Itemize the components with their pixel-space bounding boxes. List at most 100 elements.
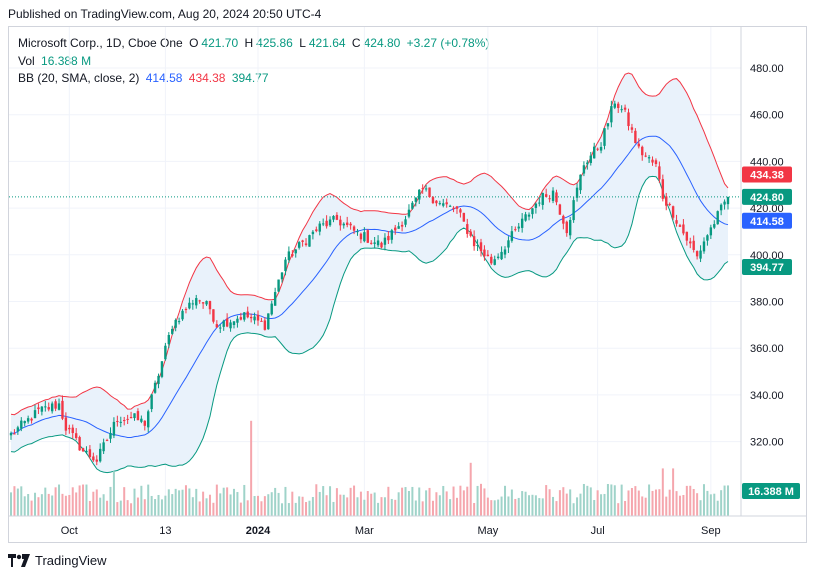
candle-body bbox=[713, 224, 716, 228]
candle-body bbox=[421, 188, 424, 190]
candle-body bbox=[30, 418, 33, 421]
upper-price-tag-label: 434.38 bbox=[750, 170, 784, 182]
volume-bar bbox=[178, 490, 181, 516]
volume-bar bbox=[473, 502, 476, 516]
close-label: C bbox=[351, 36, 361, 50]
candle-body bbox=[380, 242, 383, 248]
volume-bar bbox=[404, 487, 407, 516]
volume-label[interactable]: Vol bbox=[18, 54, 35, 68]
candle-body bbox=[191, 303, 195, 305]
volume-bar bbox=[486, 497, 489, 516]
time-axis: Oct 13 2024 Mar May Jul Sep bbox=[61, 525, 721, 537]
volume-bar bbox=[390, 498, 393, 516]
close-value: 424.80 bbox=[363, 36, 401, 50]
candle-body bbox=[716, 211, 719, 225]
volume-bar bbox=[589, 487, 592, 516]
volume-bar bbox=[658, 489, 661, 516]
volume-bar bbox=[195, 488, 198, 516]
candle-body bbox=[496, 256, 500, 258]
volume-bar bbox=[394, 499, 397, 516]
volume-bar bbox=[668, 489, 671, 516]
candle-body bbox=[452, 207, 455, 210]
candle-body bbox=[236, 318, 239, 323]
candle-body bbox=[16, 427, 20, 432]
candle-body bbox=[256, 314, 260, 321]
candle-body bbox=[33, 410, 37, 419]
candle-body bbox=[287, 251, 291, 261]
volume-bar bbox=[449, 499, 452, 516]
candle-body bbox=[527, 214, 531, 217]
candle-body bbox=[476, 245, 479, 247]
volume-bar bbox=[40, 494, 43, 516]
candle-body bbox=[308, 235, 311, 247]
volume-bar bbox=[232, 488, 235, 516]
volume-bar bbox=[82, 484, 85, 516]
candle-body bbox=[129, 417, 133, 419]
candle-body bbox=[555, 192, 558, 203]
volume-bar bbox=[208, 494, 211, 516]
candle-body bbox=[243, 312, 246, 320]
volume-bar bbox=[689, 485, 692, 516]
volume-bar bbox=[75, 492, 78, 516]
low-value: 421.64 bbox=[308, 36, 346, 50]
open-label: O bbox=[189, 36, 199, 50]
tradingview-brand[interactable]: TradingView bbox=[8, 553, 107, 568]
volume-bar bbox=[442, 485, 445, 516]
candle-body bbox=[297, 242, 301, 248]
volume-bar bbox=[20, 486, 23, 516]
candle-body bbox=[442, 203, 445, 206]
candle-body bbox=[78, 437, 81, 451]
close-price-tag-label: 424.80 bbox=[750, 192, 784, 204]
volume-bar bbox=[541, 498, 544, 516]
volume-bar bbox=[431, 500, 434, 516]
candle-body bbox=[644, 155, 647, 157]
volume-bar bbox=[699, 500, 702, 516]
volume-bar bbox=[421, 501, 424, 516]
volume-tag bbox=[742, 483, 800, 499]
candle-body bbox=[493, 259, 496, 265]
candle-body bbox=[411, 202, 414, 209]
bb-label[interactable]: BB (20, SMA, close, 2) bbox=[18, 71, 140, 85]
time-tick-label: Jul bbox=[591, 525, 605, 537]
volume-bar bbox=[562, 487, 565, 516]
basis-price-tag bbox=[742, 212, 792, 229]
basis-price-tag-label: 414.58 bbox=[750, 216, 784, 228]
candle-body bbox=[579, 174, 582, 191]
candle-body bbox=[723, 201, 726, 205]
candle-body bbox=[105, 440, 109, 442]
volume-bar bbox=[675, 491, 678, 516]
lower-price-tag-label: 394.77 bbox=[750, 262, 784, 274]
candle-body bbox=[593, 146, 596, 159]
candle-body bbox=[177, 321, 181, 323]
volume-bar bbox=[92, 491, 95, 516]
symbol-title[interactable]: Microsoft Corp., 1D, Cboe One bbox=[18, 36, 183, 50]
candle-body bbox=[119, 421, 122, 423]
candle-body bbox=[50, 403, 54, 412]
high-value: 425.86 bbox=[256, 36, 293, 50]
candle-body bbox=[610, 106, 613, 123]
volume-bar bbox=[383, 497, 386, 516]
volume-bar bbox=[243, 484, 246, 516]
volume-bar bbox=[198, 501, 201, 516]
volume-bar bbox=[253, 496, 256, 516]
candle-body bbox=[407, 209, 411, 217]
candle-body bbox=[658, 166, 661, 180]
volume-bar bbox=[147, 484, 150, 516]
volume-bar bbox=[123, 487, 126, 516]
volume-bar bbox=[606, 484, 609, 516]
price-tick-label: 320.00 bbox=[750, 437, 784, 449]
candle-body bbox=[689, 241, 692, 244]
volume-bar bbox=[34, 492, 37, 516]
candle-body bbox=[404, 219, 407, 225]
volume-bar bbox=[558, 490, 561, 516]
volume-bar bbox=[723, 485, 726, 516]
volume-bar bbox=[685, 485, 688, 516]
volume-bar bbox=[30, 500, 33, 516]
candles bbox=[9, 100, 730, 466]
candle-body bbox=[514, 229, 517, 231]
volume-bar bbox=[720, 490, 723, 516]
volume-bar bbox=[64, 495, 67, 516]
volume-bar bbox=[356, 497, 359, 516]
candle-body bbox=[249, 316, 253, 319]
